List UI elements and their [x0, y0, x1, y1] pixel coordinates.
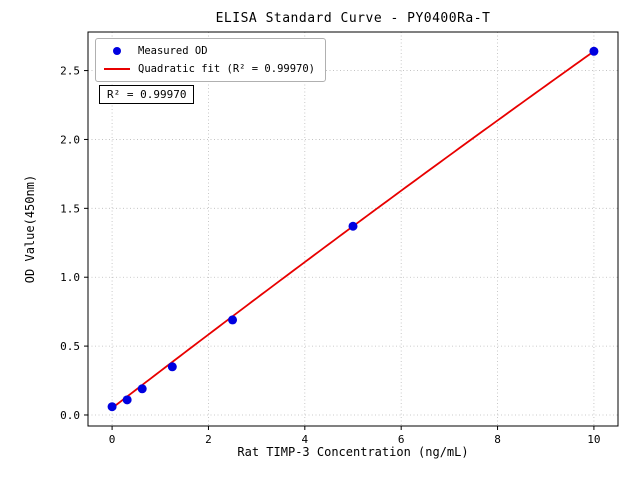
quadratic-fit-line-icon	[104, 68, 130, 70]
r-squared-annotation: R² = 0.99970	[99, 85, 195, 104]
x-axis-label: Rat TIMP-3 Concentration (ng/mL)	[237, 445, 469, 459]
legend-item-quadratic-fit: Quadratic fit (R² = 0.99970)	[104, 63, 315, 75]
y-tick-label: 1.5	[60, 202, 80, 215]
data-point	[137, 384, 147, 394]
plot-frame	[87, 31, 619, 427]
x-tick-label: 10	[587, 433, 600, 446]
legend-marker-slot	[104, 68, 130, 70]
y-tick-label: 0.0	[60, 409, 80, 422]
x-tick-label: 2	[205, 433, 212, 446]
data-point	[122, 395, 132, 405]
chart-title: ELISA Standard Curve - PY0400Ra-T	[215, 11, 491, 26]
data-point	[107, 402, 117, 412]
x-tick-label: 0	[109, 433, 116, 446]
measured-od-dot-icon	[113, 47, 121, 55]
legend-label-measured-od: Measured OD	[138, 45, 208, 57]
y-tick-label: 0.5	[60, 340, 80, 353]
data-point	[167, 362, 177, 372]
x-tick-label: 4	[302, 433, 309, 446]
y-tick-label: 2.5	[60, 65, 80, 78]
legend-item-measured-od: Measured OD	[104, 45, 315, 57]
legend: Measured OD Quadratic fit (R² = 0.99970)	[95, 38, 327, 82]
data-point	[589, 46, 599, 56]
legend-label-quadratic-fit: Quadratic fit (R² = 0.99970)	[138, 63, 316, 75]
legend-marker-slot	[104, 47, 130, 55]
y-axis-label: OD Value(450nm)	[23, 174, 37, 284]
data-point	[228, 315, 238, 325]
data-point	[348, 221, 358, 231]
y-tick-label: 1.0	[60, 271, 80, 284]
x-tick-label: 8	[494, 433, 501, 446]
x-tick-label: 6	[398, 433, 405, 446]
y-tick-label: 2.0	[60, 133, 80, 146]
